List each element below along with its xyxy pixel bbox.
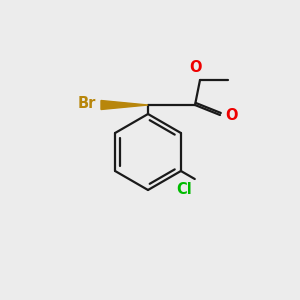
Polygon shape [101,100,148,109]
Text: Br: Br [78,97,96,112]
Text: Cl: Cl [176,182,192,197]
Text: O: O [190,60,202,75]
Text: O: O [225,107,238,122]
